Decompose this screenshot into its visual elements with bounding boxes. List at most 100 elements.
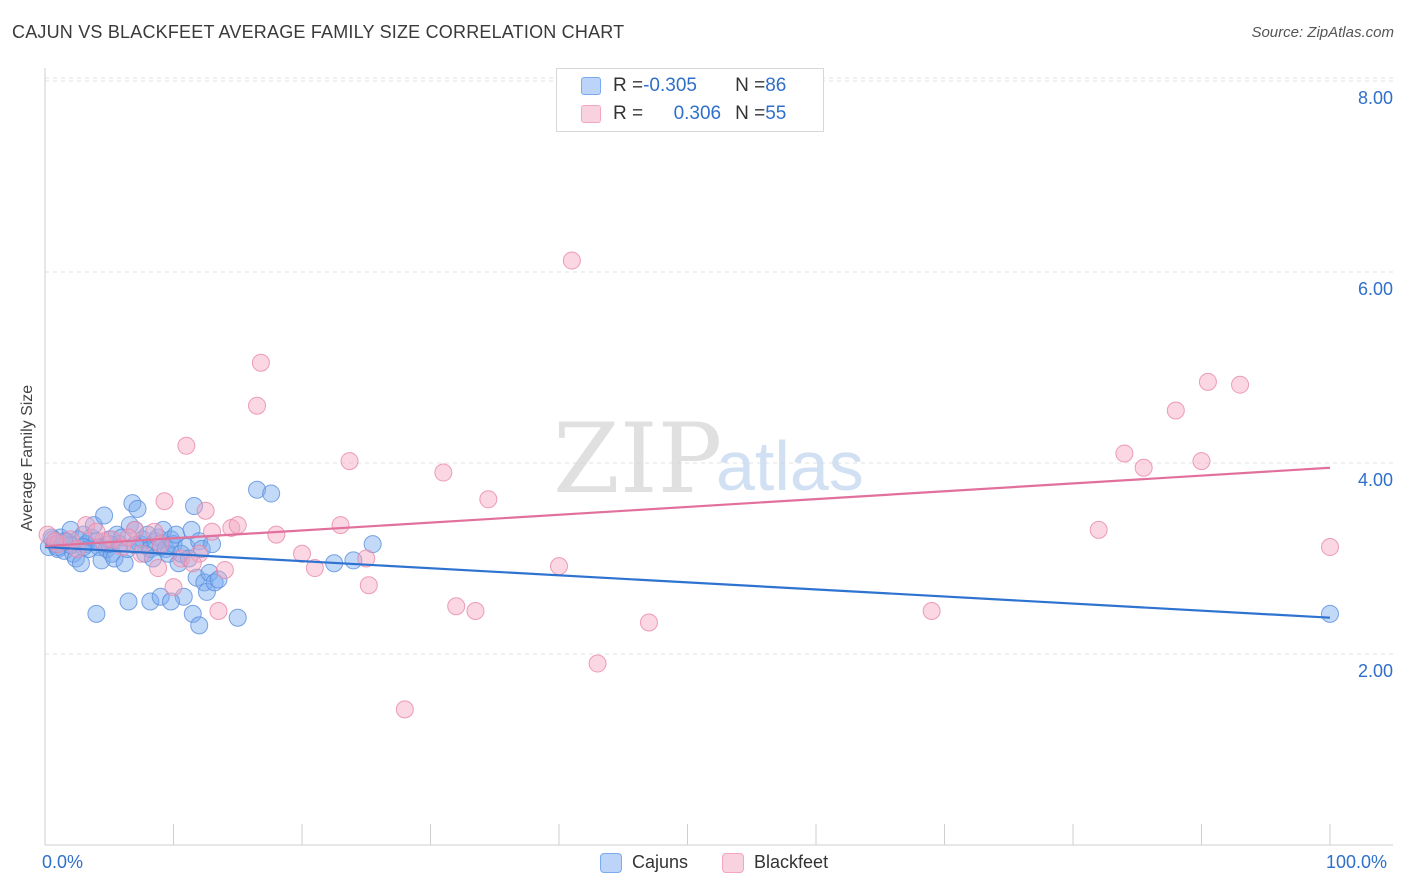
- y-tick-label: 4.00: [1358, 470, 1393, 490]
- watermark-atlas: atlas: [716, 427, 864, 505]
- blackfeet-point: [562, 251, 581, 270]
- blackfeet-point: [1198, 372, 1217, 391]
- legend-row-cajuns: R = -0.305 N = 86: [581, 74, 786, 98]
- series-legend-cajuns[interactable]: Cajuns: [600, 852, 688, 873]
- blackfeet-point: [228, 516, 247, 535]
- x-tick-label-min: 0.0%: [42, 852, 84, 872]
- blackfeet-point: [251, 353, 270, 372]
- blackfeet-swatch: [722, 852, 745, 873]
- cajuns-point: [1321, 604, 1339, 623]
- cajuns-point: [95, 506, 114, 525]
- blackfeet-point: [1134, 458, 1153, 477]
- cajuns-point: [248, 480, 267, 499]
- trend-lines: [44, 466, 1331, 619]
- series-legend: Cajuns Blackfeet: [600, 852, 862, 873]
- blackfeet-point: [1089, 520, 1108, 539]
- blackfeet-point: [1231, 375, 1250, 394]
- cajuns-point: [228, 608, 247, 627]
- source-label: Source: ZipAtlas.com: [1251, 24, 1394, 41]
- blackfeet-point: [203, 522, 222, 541]
- blackfeet-point: [190, 544, 209, 563]
- blackfeet-point: [340, 452, 359, 471]
- y-tick-label: 6.00: [1358, 279, 1393, 299]
- legend-r-value: 0.306: [673, 103, 722, 124]
- blackfeet-point: [357, 549, 376, 568]
- blackfeet-point: [922, 602, 941, 621]
- legend-n-value: 55: [765, 103, 787, 124]
- blackfeet-point: [447, 597, 466, 616]
- series-legend-label: Cajuns: [632, 852, 689, 872]
- cajuns-point: [87, 604, 106, 623]
- legend-row-blackfeet: R = 0.306 N = 55: [581, 102, 786, 126]
- blackfeet-point: [215, 560, 234, 579]
- blackfeet-point: [1321, 538, 1339, 557]
- cajuns-point: [123, 494, 142, 513]
- legend-n-value: 86: [765, 75, 787, 96]
- blackfeet-point: [434, 463, 453, 482]
- blackfeet-point: [209, 602, 228, 621]
- data-points: [38, 251, 1339, 719]
- legend-n-label: N =: [735, 103, 766, 124]
- cajuns-point: [209, 570, 228, 589]
- blackfeet-point: [293, 544, 311, 563]
- cajuns-point: [141, 592, 160, 611]
- stats-legend: R = -0.305 N = 86 R = 0.306 N = 55: [556, 68, 824, 132]
- legend-r-label: R =: [613, 75, 644, 96]
- blackfeet-point: [639, 613, 658, 632]
- cajuns-point: [119, 592, 138, 611]
- cajuns-point: [200, 563, 219, 582]
- legend-n-label: N =: [735, 75, 766, 96]
- y-tick-label: 8.00: [1358, 88, 1393, 108]
- cajuns-point: [190, 616, 209, 635]
- blackfeet-point: [183, 554, 202, 573]
- cajuns-trend-line: [44, 545, 1331, 619]
- cajuns-point: [161, 592, 180, 611]
- x-tick-label-max: 100.0%: [1326, 852, 1388, 872]
- y-tick-labels: 2.00 4.00 6.00 8.00: [1358, 88, 1393, 681]
- blackfeet-point: [155, 492, 174, 511]
- watermark-zip: ZIP: [553, 403, 722, 515]
- cajuns-point: [185, 496, 204, 515]
- blackfeet-point: [305, 559, 324, 578]
- blackfeet-point: [588, 654, 607, 673]
- series-legend-blackfeet[interactable]: Blackfeet: [722, 852, 828, 873]
- blackfeet-point: [87, 522, 106, 541]
- blackfeet-point: [267, 525, 286, 544]
- y-tick-label: 2.00: [1358, 661, 1393, 681]
- legend-swatch-cajuns: [581, 77, 601, 95]
- blackfeet-point: [395, 700, 414, 719]
- legend-r-value: -0.305: [643, 75, 697, 96]
- blackfeet-point: [248, 396, 267, 415]
- blackfeet-point: [466, 602, 485, 621]
- legend-swatch-blackfeet: [581, 105, 601, 123]
- blackfeet-point: [479, 490, 498, 509]
- blackfeet-point: [149, 559, 168, 578]
- blackfeet-point: [164, 578, 183, 597]
- cajuns-point: [151, 587, 170, 606]
- blackfeet-point: [1192, 452, 1211, 471]
- blackfeet-point: [550, 557, 568, 576]
- blackfeet-point: [77, 516, 96, 535]
- cajuns-point: [192, 539, 211, 558]
- chart-title: CAJUN VS BLACKFEET AVERAGE FAMILY SIZE C…: [12, 22, 625, 42]
- cajuns-point: [197, 582, 216, 601]
- legend-r-label: R =: [613, 103, 644, 124]
- blackfeet-point: [1115, 444, 1134, 463]
- y-axis-label: Average Family Size: [19, 384, 36, 532]
- cajuns-swatch: [600, 852, 622, 873]
- blackfeet-point: [359, 576, 378, 595]
- blackfeet-point: [1166, 401, 1185, 420]
- blackfeet-point: [196, 501, 215, 520]
- series-legend-label: Blackfeet: [754, 852, 829, 872]
- gridlines: [45, 77, 1393, 655]
- blackfeet-point: [177, 436, 196, 455]
- blackfeet-trend-line: [44, 466, 1331, 548]
- cajuns-point: [183, 604, 202, 623]
- axes: [44, 68, 1393, 846]
- cajuns-point: [262, 484, 281, 503]
- cajuns-point: [128, 499, 147, 518]
- blackfeet-point: [125, 520, 144, 539]
- blackfeet-point: [119, 528, 138, 547]
